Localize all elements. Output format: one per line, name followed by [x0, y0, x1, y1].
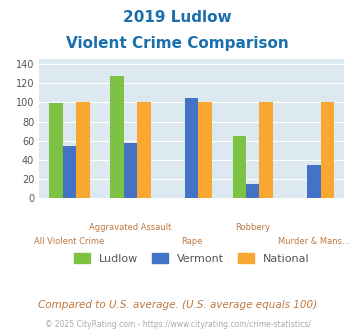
- Bar: [185, 98, 198, 198]
- Bar: [321, 102, 334, 198]
- Legend: Ludlow, Vermont, National: Ludlow, Vermont, National: [69, 249, 314, 269]
- Bar: [246, 184, 260, 198]
- Bar: [124, 143, 137, 198]
- Text: Aggravated Assault: Aggravated Assault: [89, 223, 172, 232]
- Bar: [76, 102, 90, 198]
- Text: Robbery: Robbery: [235, 223, 270, 232]
- Text: Compared to U.S. average. (U.S. average equals 100): Compared to U.S. average. (U.S. average …: [38, 300, 317, 310]
- Bar: [307, 165, 321, 198]
- Bar: [198, 102, 212, 198]
- Text: All Violent Crime: All Violent Crime: [34, 237, 105, 246]
- Text: Murder & Mans...: Murder & Mans...: [278, 237, 350, 246]
- Bar: [49, 103, 63, 198]
- Bar: [260, 102, 273, 198]
- Bar: [63, 147, 76, 198]
- Bar: [233, 136, 246, 198]
- Text: 2019 Ludlow: 2019 Ludlow: [123, 10, 232, 25]
- Text: Rape: Rape: [181, 237, 202, 246]
- Bar: [110, 76, 124, 198]
- Text: © 2025 CityRating.com - https://www.cityrating.com/crime-statistics/: © 2025 CityRating.com - https://www.city…: [45, 320, 310, 329]
- Text: Violent Crime Comparison: Violent Crime Comparison: [66, 36, 289, 51]
- Bar: [137, 102, 151, 198]
